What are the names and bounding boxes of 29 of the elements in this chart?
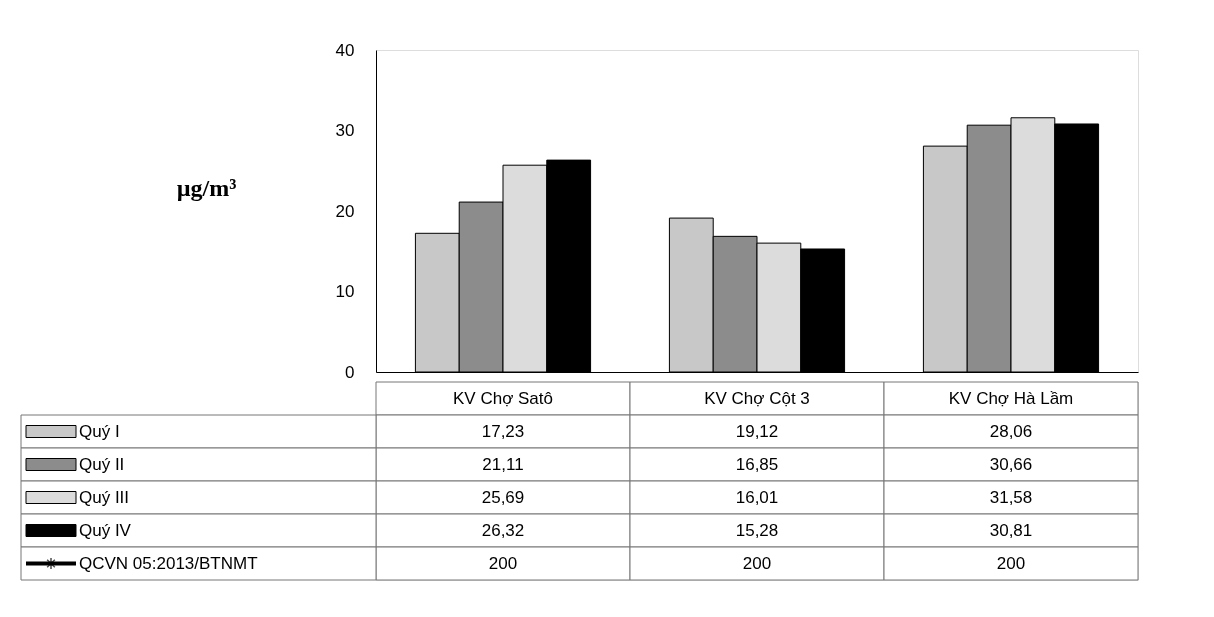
x-tick-label: KV Chợ Hà Lầm (948, 388, 1074, 408)
text: 200 (996, 553, 1026, 573)
x-tick-label: KV Chợ Cột 3 (704, 388, 810, 408)
legend-label: Quý I (79, 421, 120, 441)
data-label: 25,69 (481, 487, 525, 507)
data-label: 19,12 (735, 421, 779, 441)
y-tick-label: 10 (335, 282, 355, 301)
data-label: 31,58 (989, 487, 1033, 507)
y-axis-title: µg/m³ (176, 174, 237, 201)
data-label: 30,81 (989, 520, 1033, 540)
data-label: 30,66 (989, 454, 1033, 474)
data-label: 26,32 (481, 520, 525, 540)
y-tick-label: 20 (335, 201, 355, 221)
data-label: 16,01 (735, 487, 779, 507)
data-label: 21,11 (482, 454, 524, 474)
x-tick-label: KV Chợ Satô (453, 388, 553, 408)
text: 200 (488, 553, 518, 573)
legend-label: QCVN 05:2013/BTNMT (79, 553, 258, 573)
y-tick-label: 0 (345, 362, 355, 382)
data-label: 16,85 (735, 454, 779, 474)
legend-label: Quý III (79, 487, 130, 507)
data-label: 28,06 (989, 421, 1033, 441)
y-tick-label: 30 (335, 121, 355, 140)
text: 200 (742, 553, 772, 573)
data-label: 17,23 (481, 421, 525, 441)
legend-label: Quý IV (79, 520, 132, 540)
y-tick-label: 40 (335, 40, 355, 60)
legend-label: Quý II (79, 454, 125, 474)
data-label: 15,28 (735, 520, 779, 540)
